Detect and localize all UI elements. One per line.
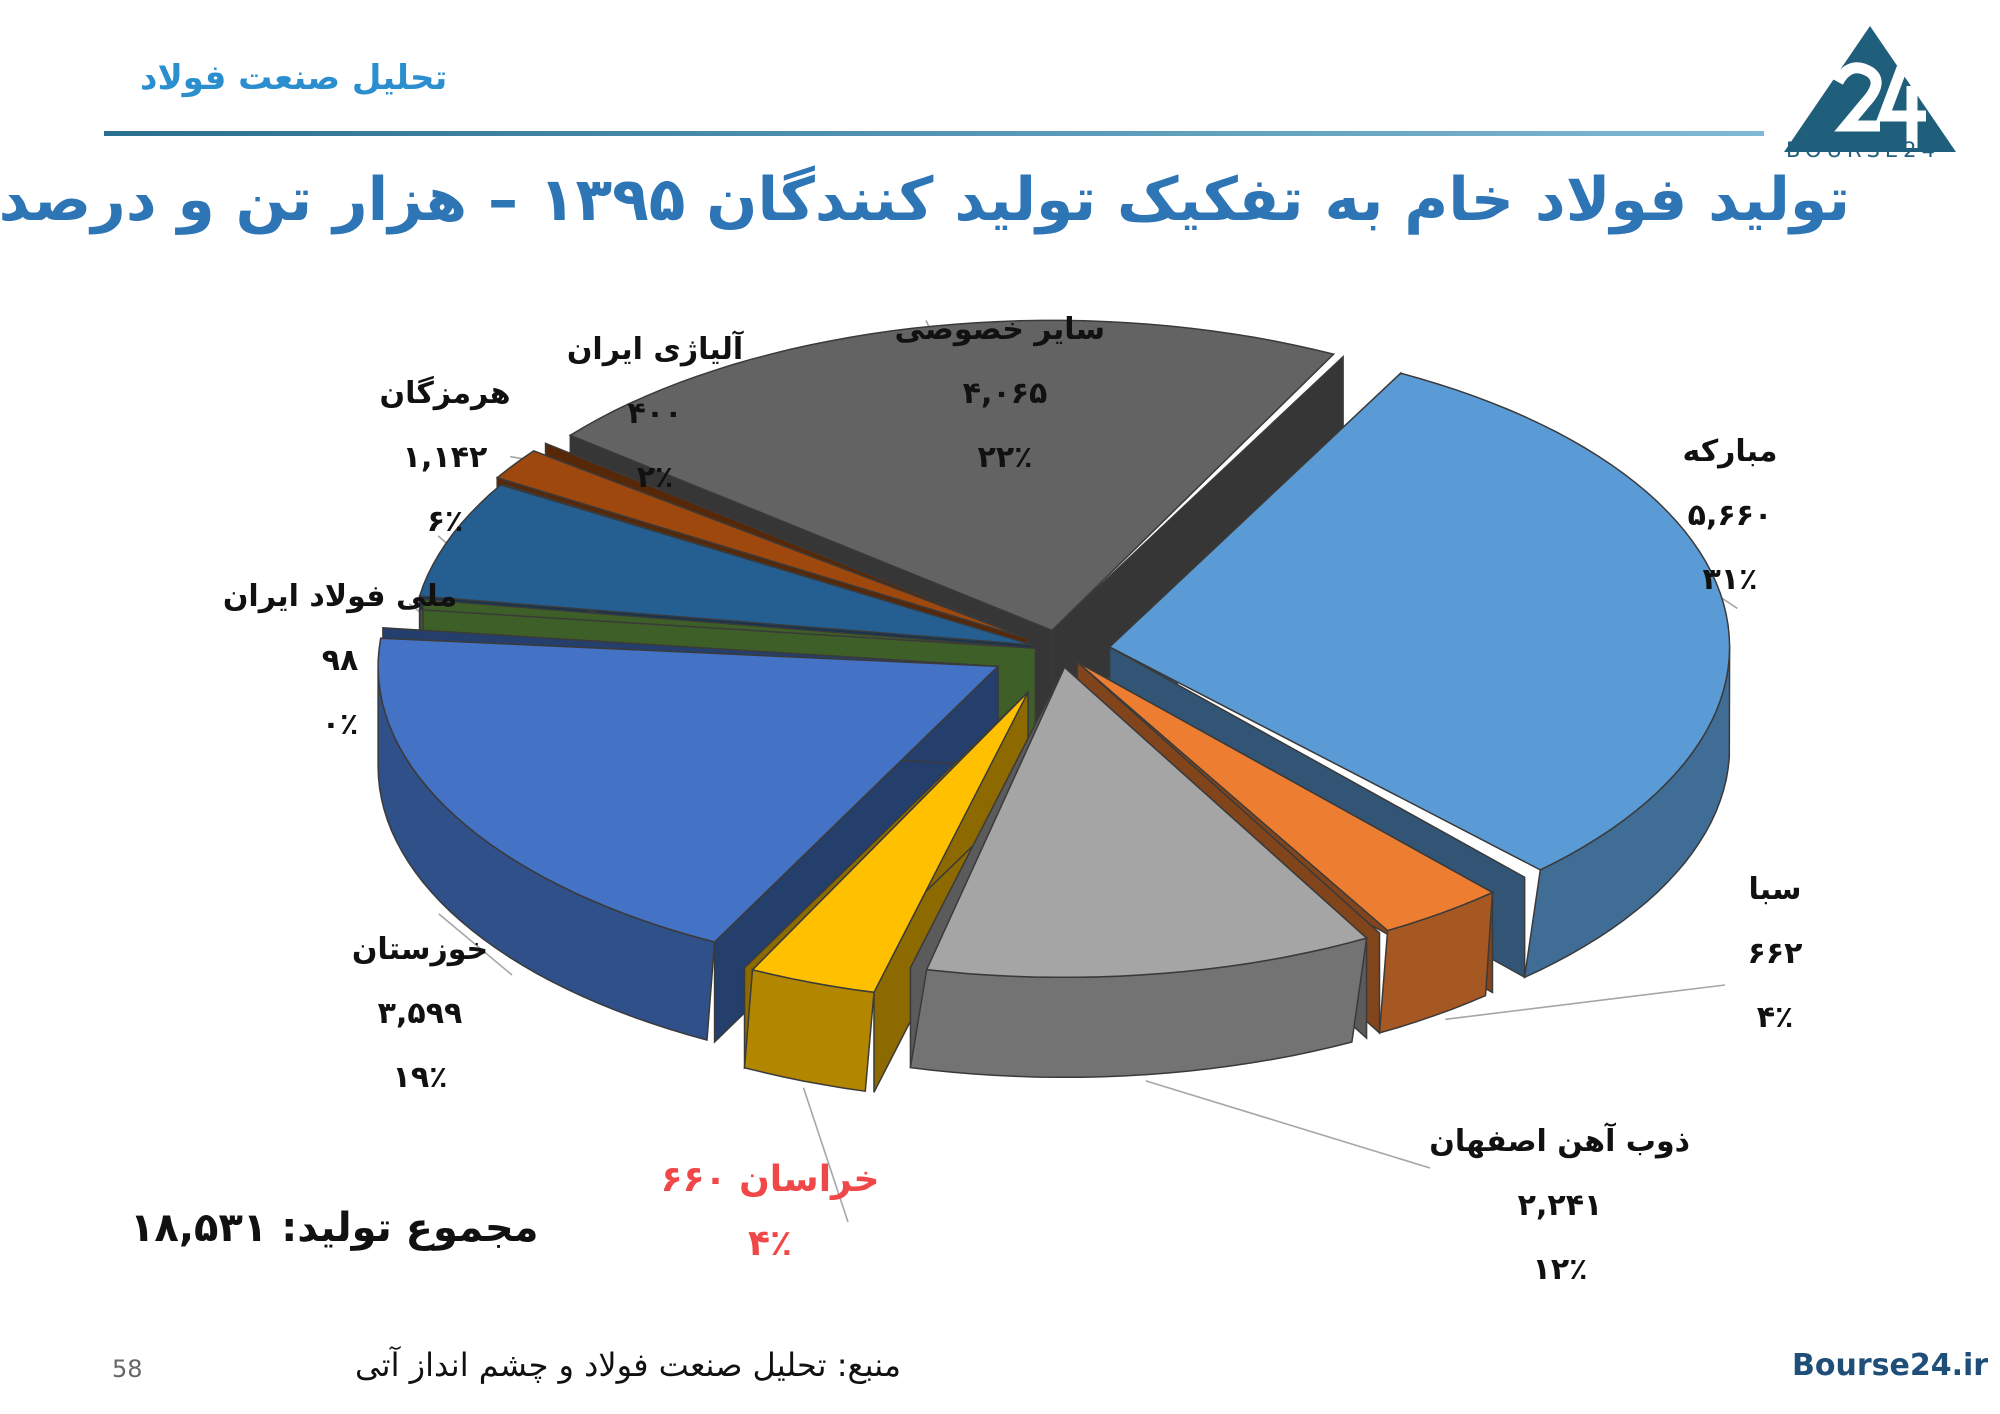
label-mobarakeh: مبارکه ۵,۶۶۰ ۳۱٪ bbox=[1650, 420, 1810, 612]
slice-zob-ahan bbox=[909, 665, 1369, 1079]
total-value: ۱۸,۵۳۱ bbox=[130, 1205, 268, 1251]
label-value: ۲,۲۴۱ bbox=[1517, 1188, 1603, 1223]
slice-top bbox=[420, 608, 1036, 649]
label-percent: ۴٪ bbox=[748, 1223, 792, 1264]
leader-line-zob-ahan bbox=[1145, 1080, 1431, 1169]
label-value: ۴۰۰ bbox=[627, 396, 683, 431]
bourse24-logo bbox=[1784, 26, 1956, 152]
label-hormozgan: هرمزگان ۱,۱۴۲ ۶٪ bbox=[365, 362, 525, 554]
brand-title: تحلیل صنعت فولاد bbox=[140, 58, 448, 98]
label-percent: ۲۲٪ bbox=[977, 440, 1033, 475]
slice-top bbox=[1076, 661, 1495, 932]
label-name: آلیاژی ایران bbox=[566, 332, 744, 367]
label-percent: ۱۲٪ bbox=[1532, 1252, 1588, 1287]
header-rule bbox=[104, 131, 1764, 136]
source-note: منبع: تحلیل صنعت فولاد و چشم انداز آتی bbox=[355, 1346, 902, 1384]
label-value: ۱,۱۴۲ bbox=[402, 440, 488, 475]
leader-line-khuzestan bbox=[438, 913, 513, 976]
label-name: ملی فولاد ایران bbox=[222, 579, 458, 614]
label-percent: ۳۱٪ bbox=[1702, 562, 1758, 597]
label-percent: ۲٪ bbox=[636, 460, 674, 495]
page-number: 58 bbox=[112, 1355, 143, 1383]
label-percent: ۴٪ bbox=[1756, 1000, 1794, 1035]
label-value: ۹۸ bbox=[321, 643, 359, 678]
label-percent: ۶٪ bbox=[426, 504, 464, 539]
label-saba: سبا ۶۶۲ ۴٪ bbox=[1720, 858, 1830, 1050]
leader-line-khorasan bbox=[802, 1087, 849, 1223]
label-name: سایر خصوصی bbox=[894, 312, 1105, 347]
slice-top bbox=[751, 691, 1029, 994]
label-zob-ahan: ذوب آهن اصفهان ۲,۲۴۱ ۱۲٪ bbox=[1429, 1110, 1690, 1302]
leader-line-saba bbox=[1445, 984, 1726, 1021]
slice-top bbox=[377, 637, 1000, 943]
label-value: ۶۶۲ bbox=[1747, 936, 1803, 971]
label-name: خوزستان bbox=[351, 932, 489, 967]
label-aliazhi: آلیاژی ایران ۴۰۰ ۲٪ bbox=[555, 318, 755, 510]
label-khorasan: خراسان ۶۶۰ ۴٪ bbox=[640, 1148, 900, 1276]
label-name: مبارکه bbox=[1682, 434, 1778, 469]
label-sayer: سایر خصوصی ۴,۰۶۵ ۲۲٪ bbox=[894, 298, 1105, 490]
total-label: مجموع تولید: bbox=[281, 1205, 539, 1251]
slice-top bbox=[1108, 372, 1731, 871]
label-khuzestan: خوزستان ۳,۵۹۹ ۱۹٪ bbox=[330, 918, 510, 1110]
label-value: ۴,۰۶۵ bbox=[962, 376, 1048, 411]
label-name: هرمزگان bbox=[379, 376, 511, 411]
label-percent: ۱۹٪ bbox=[392, 1060, 448, 1095]
slice-top bbox=[568, 319, 1336, 632]
pie-slices bbox=[377, 319, 1731, 1093]
label-value: ۳,۵۹۹ bbox=[377, 996, 463, 1031]
total-production: مجموع تولید: ۱۸,۵۳۱ bbox=[130, 1205, 539, 1251]
label-name: سبا bbox=[1748, 872, 1802, 907]
label-name: ذوب آهن اصفهان bbox=[1429, 1124, 1690, 1159]
slice-top bbox=[418, 484, 1033, 646]
site-url: Bourse24.ir bbox=[1792, 1348, 1989, 1383]
chart-title: تولید فولاد خام به تفکیک تولید کنندگان ۱… bbox=[0, 165, 1850, 235]
slice-top bbox=[495, 450, 1028, 640]
label-value: ۵,۶۶۰ bbox=[1687, 498, 1773, 533]
label-name-value: خراسان ۶۶۰ bbox=[660, 1159, 880, 1200]
label-melli: ملی فولاد ایران ۹۸ ۰٪ bbox=[220, 565, 460, 757]
logo-text: BOURSE24 bbox=[1786, 138, 1940, 162]
label-percent: ۰٪ bbox=[321, 707, 359, 742]
slice-top bbox=[925, 666, 1369, 979]
